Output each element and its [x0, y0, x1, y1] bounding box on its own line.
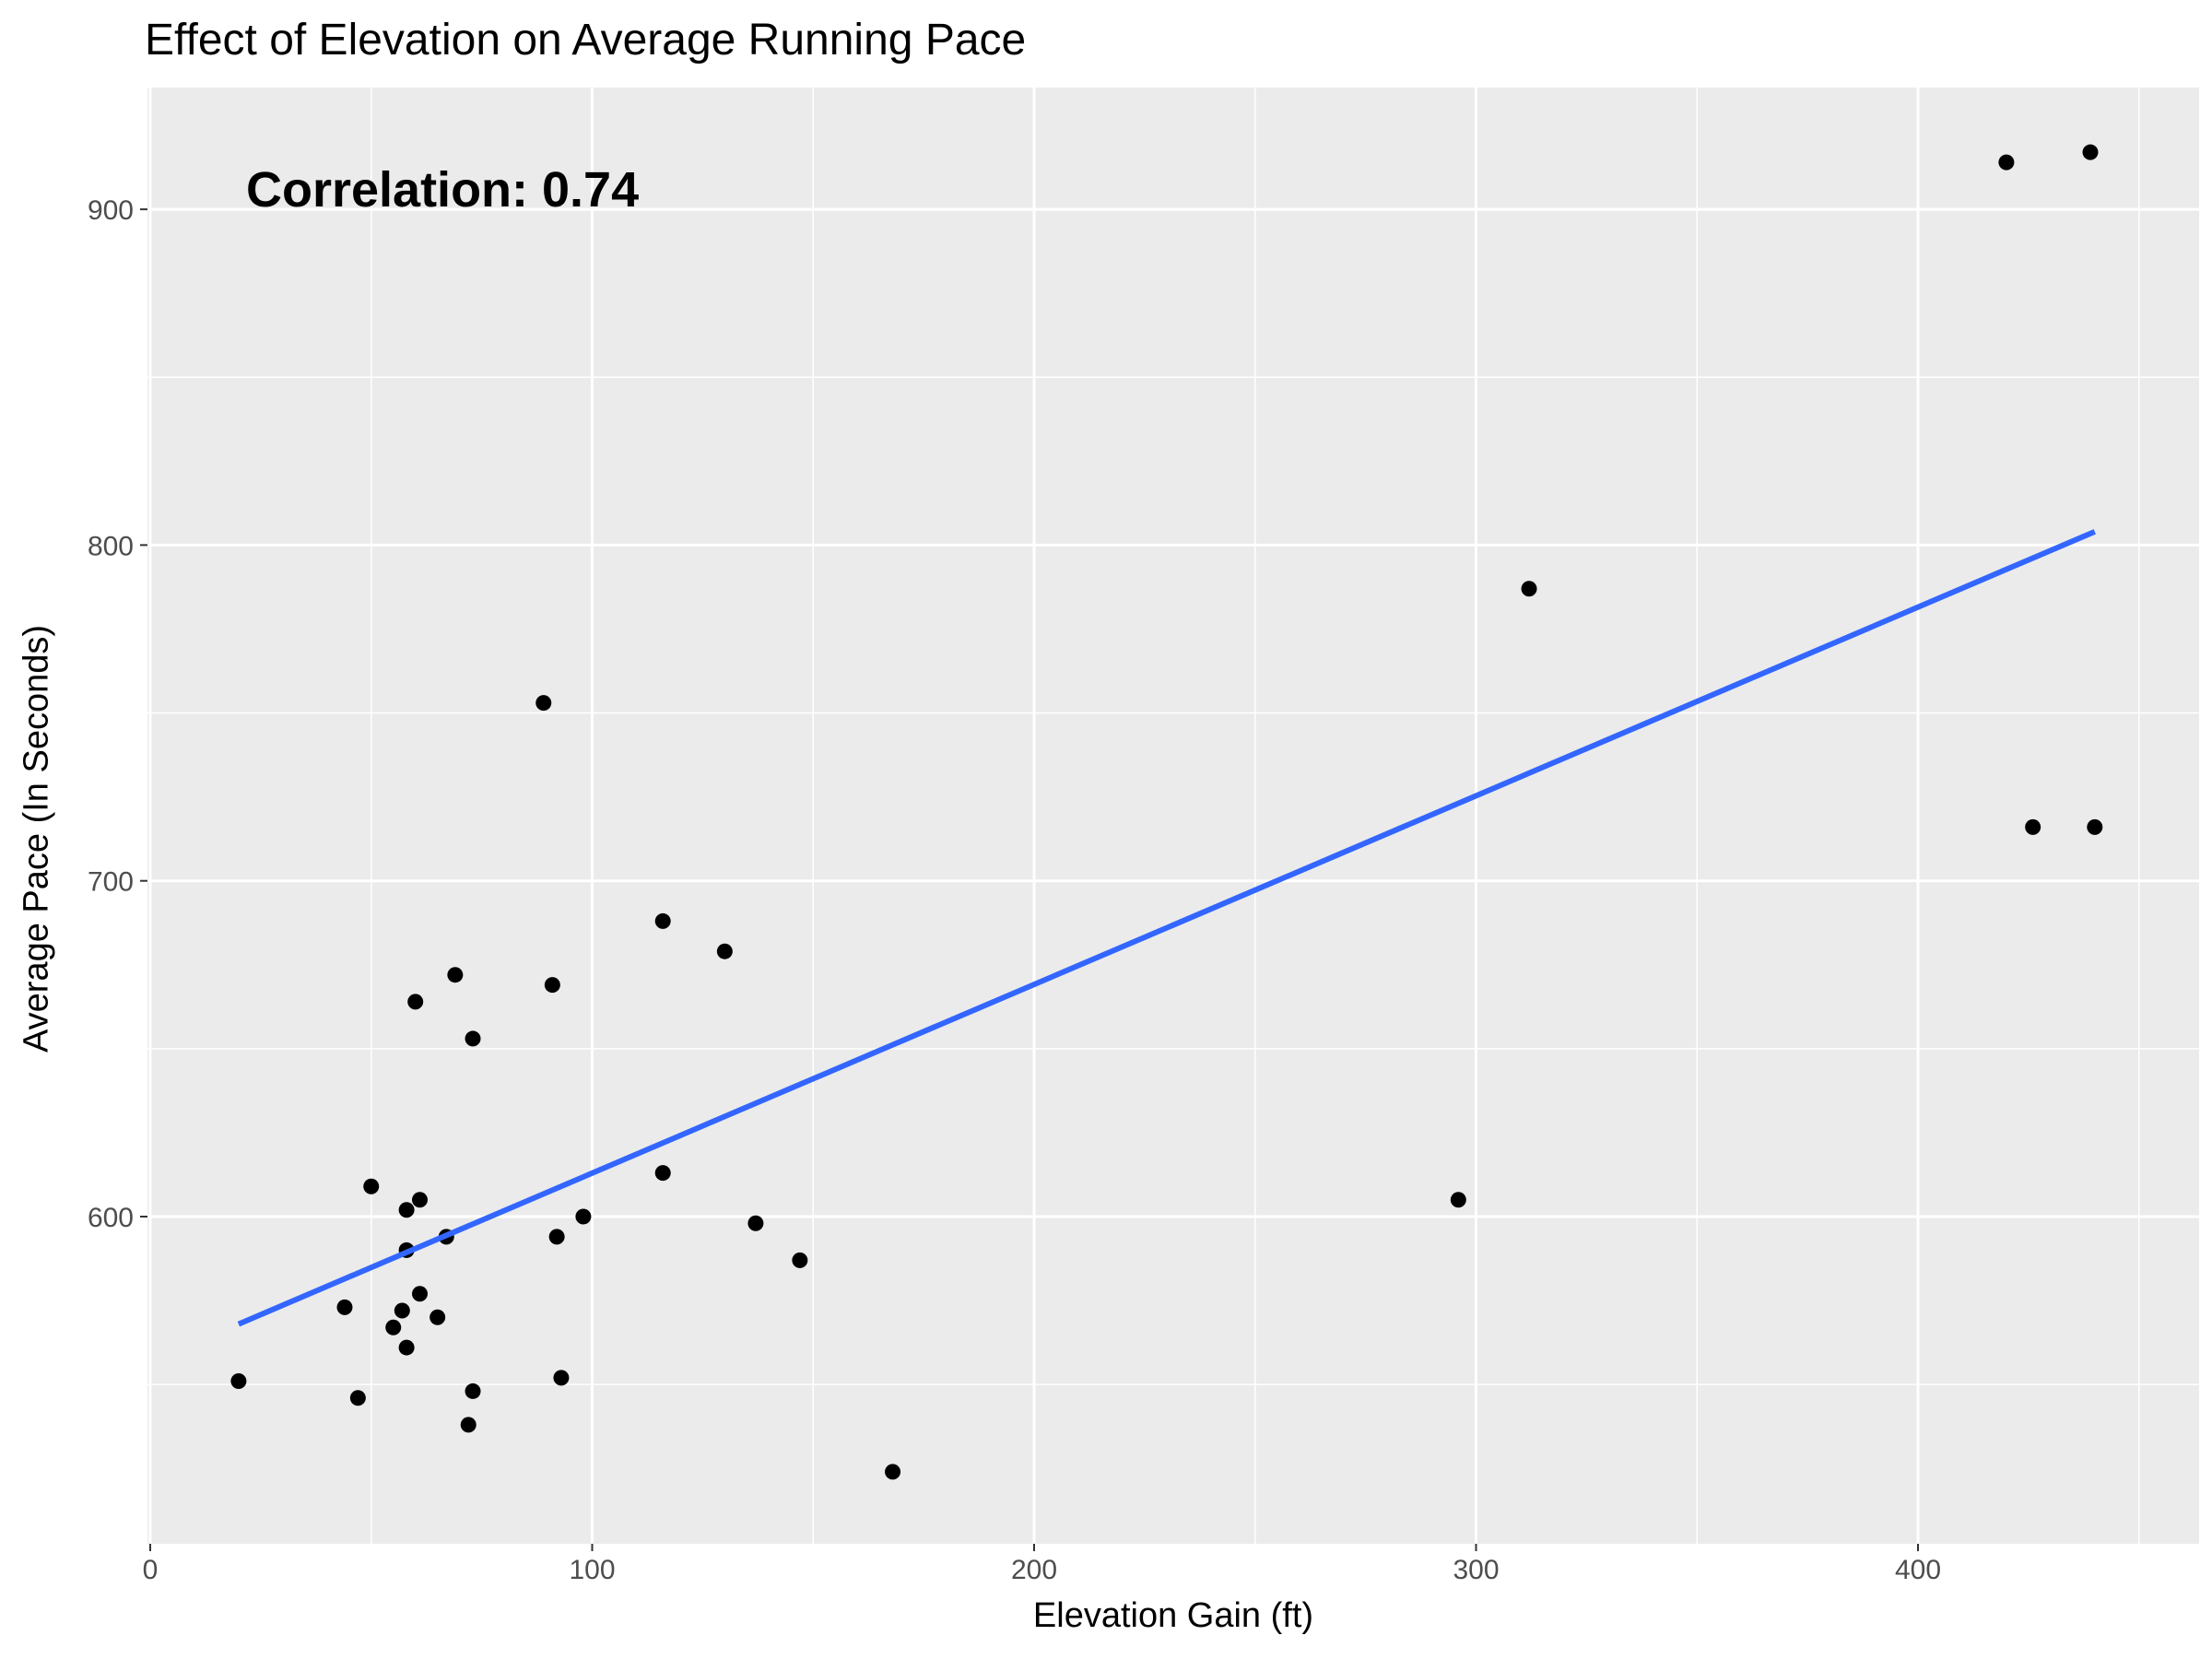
y-tick-label: 900 — [88, 195, 134, 226]
y-tick-label: 700 — [88, 867, 134, 898]
data-point — [553, 1370, 570, 1386]
correlation-annotation: Correlation: 0.74 — [246, 162, 639, 218]
minor-gridlines — [147, 88, 2199, 1544]
data-points — [230, 144, 2103, 1480]
data-point — [1450, 1192, 1466, 1208]
data-point — [575, 1208, 592, 1225]
major-gridlines — [147, 88, 2199, 1544]
data-point — [716, 943, 733, 959]
plot-panel — [147, 88, 2199, 1544]
data-point — [535, 695, 552, 712]
data-point — [2087, 818, 2103, 835]
x-tick-label: 100 — [569, 1555, 615, 1585]
y-axis: 600 700 800 900 — [88, 195, 147, 1233]
trend-line — [237, 529, 2096, 1327]
x-axis: 0 100 200 300 400 — [143, 1544, 1941, 1585]
y-tick-label: 600 — [88, 1203, 134, 1233]
data-point — [465, 1030, 481, 1047]
data-point — [429, 1309, 446, 1325]
data-point — [792, 1252, 808, 1268]
data-point — [336, 1299, 353, 1315]
data-point — [230, 1373, 247, 1390]
data-point — [548, 1229, 565, 1245]
y-axis-label: Average Pace (In Seconds) — [17, 624, 56, 1053]
data-point — [460, 1417, 477, 1433]
y-tick-label: 800 — [88, 531, 134, 561]
data-point — [394, 1302, 410, 1319]
x-tick-label: 0 — [143, 1555, 159, 1585]
chart-title: Effect of Elevation on Average Running P… — [145, 16, 1027, 65]
data-point — [1521, 581, 1537, 597]
data-point — [398, 1339, 415, 1356]
x-tick-label: 300 — [1453, 1555, 1499, 1585]
data-point — [465, 1382, 481, 1399]
data-point — [349, 1390, 366, 1406]
data-point — [544, 977, 560, 994]
x-axis-label: Elevation Gain (ft) — [1032, 1596, 1314, 1635]
data-point — [411, 1286, 428, 1302]
data-point — [407, 994, 424, 1010]
data-point — [385, 1319, 402, 1335]
data-point — [747, 1215, 764, 1231]
data-point — [2025, 818, 2041, 835]
data-point — [885, 1464, 901, 1480]
data-point — [1998, 154, 2015, 171]
data-point — [654, 912, 671, 929]
data-point — [398, 1202, 415, 1218]
data-point — [2082, 144, 2099, 160]
x-tick-label: 200 — [1011, 1555, 1057, 1585]
data-point — [447, 967, 464, 983]
x-tick-label: 400 — [1895, 1555, 1941, 1585]
data-point — [411, 1192, 428, 1208]
data-point — [654, 1165, 671, 1182]
data-point — [363, 1178, 380, 1194]
